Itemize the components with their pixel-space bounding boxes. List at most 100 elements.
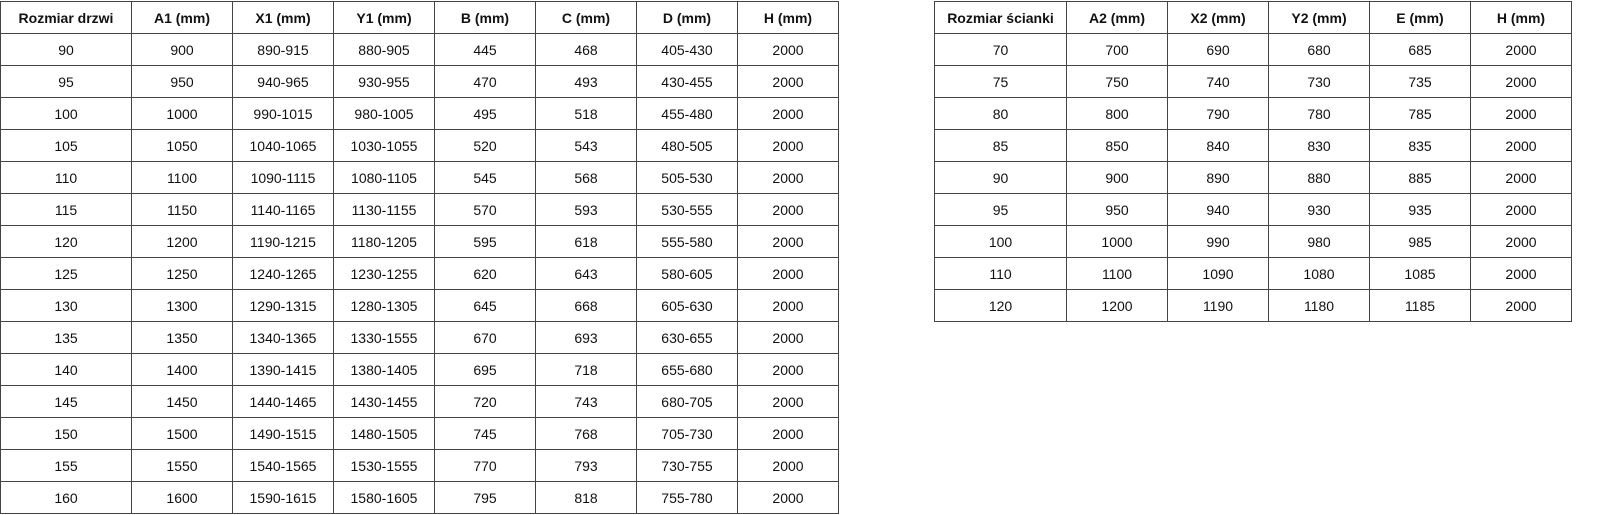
table-cell: 980 — [1268, 225, 1370, 258]
table-cell: 645 — [434, 289, 536, 322]
table-cell: 2000 — [1470, 65, 1572, 98]
column-header: Rozmiar ścianki — [934, 1, 1067, 34]
wall-size-table: Rozmiar ścianki A2 (mm) X2 (mm) Y2 (mm) E (m… — [934, 1, 1572, 322]
table-cell: 770 — [434, 449, 536, 482]
table-row: 150 1500 1490-1515 1480-1505 745 768 705-730 20… — [0, 417, 839, 450]
table-row: 130 1300 1290-1315 1280-1305 645 668 605-630 20… — [0, 289, 839, 322]
table-cell: 1230-1255 — [333, 257, 435, 290]
table-cell: 100 — [0, 97, 132, 130]
table-cell: 750 — [1066, 65, 1168, 98]
table-row: 105 1050 1040-1065 1030-1055 520 543 480-505 20… — [0, 129, 839, 162]
table-cell: 950 — [1066, 193, 1168, 226]
table-cell: 1490-1515 — [232, 417, 334, 450]
table-row: 120 1200 1190 1180 1185 2000 — [934, 289, 1572, 322]
table-cell: 1080 — [1268, 257, 1370, 290]
column-header: B (mm) — [434, 1, 536, 34]
table-cell: 518 — [535, 97, 637, 130]
table-cell: 545 — [434, 161, 536, 194]
table-row: 90 900 890-915 880-905 445 468 405-430 2000 — [0, 33, 839, 66]
table-row: 120 1200 1190-1215 1180-1205 595 618 555-580 20… — [0, 225, 839, 258]
table-cell: 520 — [434, 129, 536, 162]
table-cell: 1190 — [1167, 289, 1269, 322]
table-cell: 668 — [535, 289, 637, 322]
table-cell: 1100 — [1066, 257, 1168, 290]
table-cell: 743 — [535, 385, 637, 418]
table-cell: 2000 — [1470, 257, 1572, 290]
table-cell: 695 — [434, 353, 536, 386]
table-cell: 1130-1155 — [333, 193, 435, 226]
table-row: 90 900 890 880 885 2000 — [934, 161, 1572, 194]
table-cell: 2000 — [737, 257, 839, 290]
table-cell: 110 — [934, 257, 1067, 290]
column-header: X1 (mm) — [232, 1, 334, 34]
table-cell: 885 — [1369, 161, 1471, 194]
table-cell: 793 — [535, 449, 637, 482]
table-cell: 930 — [1268, 193, 1370, 226]
table-cell: 95 — [934, 193, 1067, 226]
table-cell: 1380-1405 — [333, 353, 435, 386]
table-cell: 2000 — [1470, 33, 1572, 66]
table-cell: 85 — [934, 129, 1067, 162]
table-cell: 145 — [0, 385, 132, 418]
table-cell: 2000 — [737, 33, 839, 66]
table-cell: 1390-1415 — [232, 353, 334, 386]
table-cell: 505-530 — [636, 161, 738, 194]
table-cell: 935 — [1369, 193, 1471, 226]
header-row: Rozmiar ścianki A2 (mm) X2 (mm) Y2 (mm) E (m… — [934, 1, 1572, 34]
table-cell: 643 — [535, 257, 637, 290]
table-cell: 90 — [934, 161, 1067, 194]
table-cell: 890-915 — [232, 33, 334, 66]
table-cell: 685 — [1369, 33, 1471, 66]
table-cell: 430-455 — [636, 65, 738, 98]
table-cell: 1200 — [131, 225, 233, 258]
table-cell: 700 — [1066, 33, 1168, 66]
table-row: 100 1000 990 980 985 2000 — [934, 225, 1572, 258]
door-size-table: Rozmiar drzwi A1 (mm) X1 (mm) Y1 (mm) B (mm)… — [0, 1, 839, 514]
column-header: H (mm) — [1470, 1, 1572, 34]
table-cell: 120 — [0, 225, 132, 258]
table-cell: 2000 — [1470, 289, 1572, 322]
table-cell: 730-755 — [636, 449, 738, 482]
table-cell: 680 — [1268, 33, 1370, 66]
table-cell: 1240-1265 — [232, 257, 334, 290]
table-cell: 1330-1555 — [333, 321, 435, 354]
table-cell: 1040-1065 — [232, 129, 334, 162]
table-row: 155 1550 1540-1565 1530-1555 770 793 730-755 20… — [0, 449, 839, 482]
table-cell: 2000 — [1470, 161, 1572, 194]
table-cell: 940-965 — [232, 65, 334, 98]
column-header: Y2 (mm) — [1268, 1, 1370, 34]
table-cell: 2000 — [737, 481, 839, 514]
table-row: 135 1350 1340-1365 1330-1555 670 693 630-655 20… — [0, 321, 839, 354]
table-cell: 730 — [1268, 65, 1370, 98]
table-cell: 160 — [0, 481, 132, 514]
table-cell: 2000 — [737, 97, 839, 130]
table-cell: 530-555 — [636, 193, 738, 226]
table-cell: 980-1005 — [333, 97, 435, 130]
table-cell: 780 — [1268, 97, 1370, 130]
table-cell: 130 — [0, 289, 132, 322]
table-cell: 2000 — [737, 353, 839, 386]
table-cell: 135 — [0, 321, 132, 354]
table-cell: 795 — [434, 481, 536, 514]
table-cell: 445 — [434, 33, 536, 66]
table-cell: 1340-1365 — [232, 321, 334, 354]
table-cell: 1350 — [131, 321, 233, 354]
table-row: 95 950 940 930 935 2000 — [934, 193, 1572, 226]
table-cell: 1200 — [1066, 289, 1168, 322]
table-cell: 755-780 — [636, 481, 738, 514]
column-header: X2 (mm) — [1167, 1, 1269, 34]
table-cell: 718 — [535, 353, 637, 386]
table-cell: 1430-1455 — [333, 385, 435, 418]
table-cell: 2000 — [737, 65, 839, 98]
header-row: Rozmiar drzwi A1 (mm) X1 (mm) Y1 (mm) B (mm)… — [0, 1, 839, 34]
table-cell: 70 — [934, 33, 1067, 66]
column-header: H (mm) — [737, 1, 839, 34]
table-cell: 2000 — [737, 321, 839, 354]
table-cell: 1030-1055 — [333, 129, 435, 162]
table-cell: 830 — [1268, 129, 1370, 162]
table-cell: 900 — [131, 33, 233, 66]
table-cell: 2000 — [737, 417, 839, 450]
table-cell: 595 — [434, 225, 536, 258]
table-row: 110 1100 1090 1080 1085 2000 — [934, 257, 1572, 290]
table-cell: 480-505 — [636, 129, 738, 162]
